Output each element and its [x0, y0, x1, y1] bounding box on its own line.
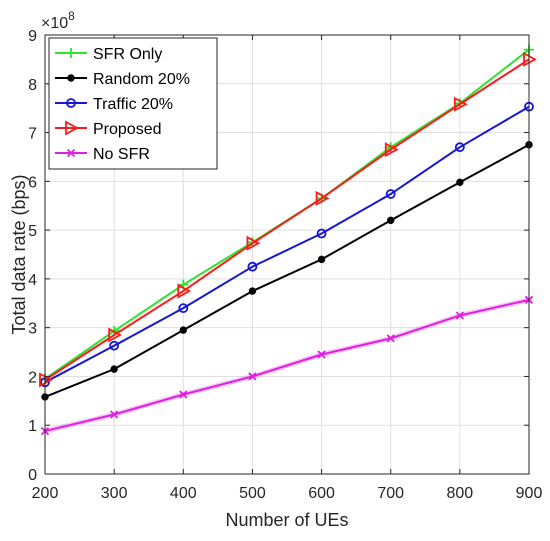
x-tick-label: 300 [101, 485, 128, 502]
legend-item: Proposed [55, 120, 162, 138]
data-point [456, 178, 464, 187]
data-point [386, 334, 395, 343]
legend-label: SFR Only [93, 46, 162, 63]
legend-item: Random 20% [55, 71, 190, 88]
data-point [177, 283, 192, 299]
y-tick-label: 4 [28, 272, 37, 289]
data-point [179, 326, 187, 334]
plot-frame [44, 34, 530, 475]
data-point [384, 142, 399, 158]
legend-label: Traffic 20% [93, 96, 173, 113]
y-tick-label: 3 [28, 321, 37, 338]
x-tick-label: 800 [447, 485, 474, 502]
data-point [108, 327, 123, 343]
legend-swatch-marker [65, 120, 79, 136]
data-point [179, 390, 188, 399]
data-point [248, 372, 257, 381]
legend: SFR Only Random 20% Traffic 20% Proposed No … [48, 37, 218, 170]
x-axis-label: Number of UEs [225, 510, 348, 530]
data-point [247, 261, 258, 272]
legend-item: No SFR [55, 146, 150, 163]
y-tick-label: 9 [28, 28, 37, 45]
y-axis-multiplier: ×108 [41, 9, 75, 32]
legend-item: Traffic 20% [55, 96, 173, 113]
y-tick-label: 6 [28, 174, 37, 191]
legend-swatch-marker [66, 148, 76, 158]
legend-label: Random 20% [93, 71, 190, 88]
x-tick-label: 400 [170, 485, 197, 502]
y-tick-label: 8 [28, 77, 37, 94]
legend-swatch-marker [66, 48, 76, 58]
data-point [317, 255, 326, 264]
x-tick-label: 600 [308, 485, 335, 502]
y-multiplier-base: ×10 [41, 15, 68, 32]
legend-swatch-marker [66, 98, 76, 108]
data-point [110, 410, 119, 419]
x-tick-label: 900 [516, 485, 543, 502]
series-line [44, 105, 530, 384]
series-line [44, 143, 530, 398]
data-point [453, 96, 468, 112]
x-tick-label: 500 [239, 485, 266, 502]
data-point [317, 350, 326, 359]
series-layer [39, 44, 537, 436]
data-point [178, 303, 189, 314]
y-multiplier-exponent: 8 [68, 9, 75, 23]
legend-swatch-marker [67, 74, 75, 82]
tick-layer: 200 300 400 500 600 700 800 900 0 1 2 3 4 5 6 7 8 9 [28, 28, 542, 502]
data-point [454, 142, 465, 153]
data-point [315, 190, 330, 206]
y-tick-label: 7 [28, 126, 37, 143]
data-point [316, 228, 327, 239]
data-point [110, 365, 118, 373]
legend-label: No SFR [93, 146, 150, 163]
y-tick-label: 2 [28, 369, 37, 386]
data-point [248, 287, 257, 295]
series-no-sfr [40, 295, 534, 436]
series-line [44, 58, 530, 381]
legend-label: Proposed [93, 121, 162, 138]
data-point [387, 216, 395, 225]
legend-item: SFR Only [55, 46, 162, 63]
data-point [385, 189, 396, 199]
series-line [44, 298, 530, 433]
data-point [455, 311, 464, 320]
data-point [246, 235, 261, 251]
data-point [109, 340, 120, 351]
series-random-20- [41, 141, 533, 401]
y-tick-label: 1 [28, 418, 37, 435]
x-tick-label: 200 [32, 485, 59, 502]
y-tick-label: 0 [28, 467, 37, 484]
x-tick-label: 700 [377, 485, 404, 502]
y-tick-label: 5 [28, 223, 37, 240]
y-axis-label: Total data rate (bps) [9, 174, 29, 334]
